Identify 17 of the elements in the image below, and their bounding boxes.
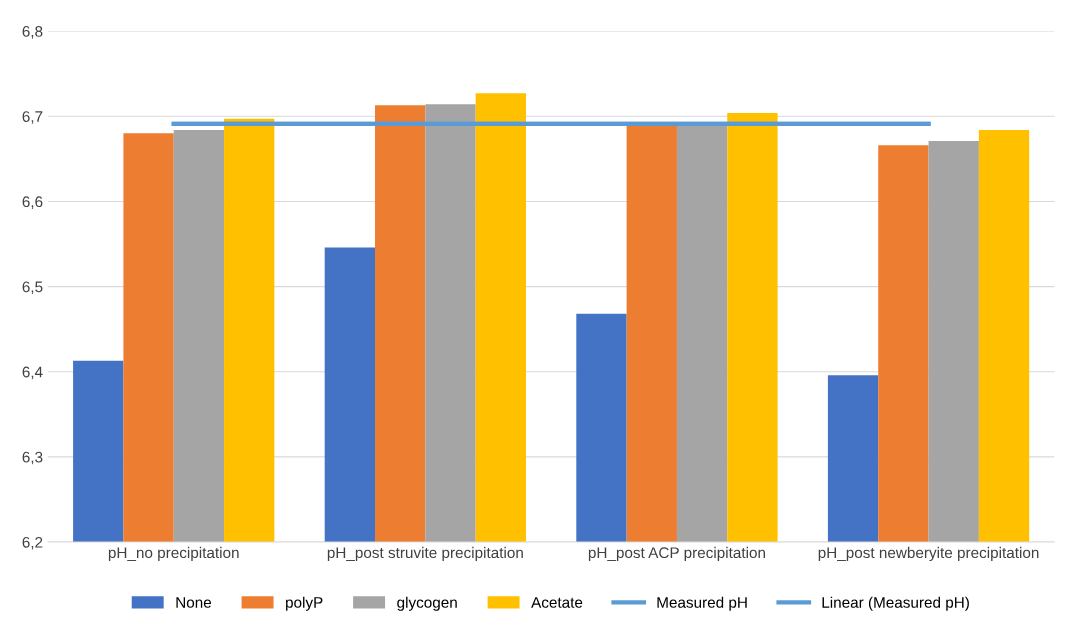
y-tick-label: 6,8: [22, 26, 43, 39]
x-tick-label: pH_post newberyite precipitation: [818, 546, 1039, 562]
y-tick-label: 6,6: [22, 196, 43, 209]
y-tick-label: 6,5: [22, 281, 43, 295]
legend-label: Acetate: [531, 597, 583, 608]
y-tick-label: 6,3: [22, 451, 43, 465]
legend-label: None: [176, 597, 212, 608]
legend-label: Linear (Measured pH): [822, 596, 969, 611]
x-tick-label: pH_post ACP precipitation: [588, 546, 765, 562]
y-tick-label: 6,2: [22, 536, 43, 550]
y-tick-label: 6,7: [22, 111, 43, 124]
legend-label: glycogen: [397, 596, 457, 611]
legend-label: Measured pH: [657, 596, 747, 611]
y-tick-label: 6,4: [22, 366, 43, 380]
x-tick-label: pH_no precipitation: [108, 546, 239, 562]
x-tick-label: pH_post struvite precipitation: [327, 546, 523, 562]
legend-label: polyP: [286, 596, 323, 611]
